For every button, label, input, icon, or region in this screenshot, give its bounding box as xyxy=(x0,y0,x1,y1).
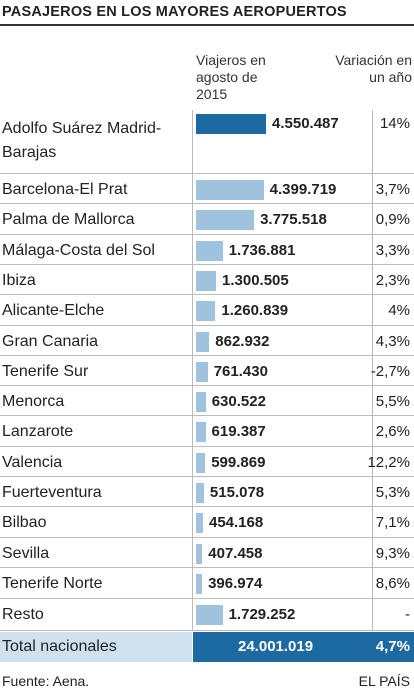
variation-label: 0,9% xyxy=(375,211,410,229)
value-label: 4.550.487 xyxy=(272,115,339,132)
row-rule xyxy=(0,203,414,205)
airport-name: Menorca xyxy=(2,393,65,411)
airport-name: Bilbao xyxy=(2,514,47,532)
value-label: 1.300.505 xyxy=(222,271,289,289)
airport-name: Málaga-Costa del Sol xyxy=(2,241,155,259)
row-rule xyxy=(0,385,414,387)
value-label: 3.775.518 xyxy=(260,211,327,229)
column-rule xyxy=(372,110,373,630)
bar xyxy=(196,301,216,322)
value-label: 454.168 xyxy=(208,514,264,532)
airport-name: Barcelona-El Prat xyxy=(2,181,128,198)
value-label: 599.869 xyxy=(211,453,266,471)
variation-label: 14% xyxy=(379,115,410,132)
credit: EL PAÍS xyxy=(358,673,410,689)
row-rule xyxy=(0,506,414,508)
row-rule xyxy=(0,476,414,477)
value-label: 407.458 xyxy=(208,544,263,562)
total-value: 24.001.019 xyxy=(238,638,314,655)
bar xyxy=(196,452,206,473)
variation-label: 8,6% xyxy=(375,574,410,592)
bar xyxy=(196,210,255,231)
airport-name: Alicante-Elche xyxy=(2,302,105,320)
row-rule xyxy=(0,324,414,326)
bar xyxy=(196,605,223,625)
airport-name: Tenerife Norte xyxy=(2,574,103,592)
row-rule xyxy=(0,354,414,356)
variation-label: 3,3% xyxy=(375,241,410,259)
variation-label: 5,3% xyxy=(375,484,410,501)
total-variation: 4,7% xyxy=(375,638,410,655)
row-rule xyxy=(0,566,414,568)
source: Fuente: Aena. xyxy=(2,673,90,689)
variation-label: 3,7% xyxy=(375,181,410,198)
variation-label: -2,7% xyxy=(370,362,410,380)
airport-name: Fuerteventura xyxy=(2,484,102,501)
row-rule xyxy=(0,630,414,631)
value-label: 630.522 xyxy=(211,393,266,411)
airport-name: Ibiza xyxy=(2,271,36,289)
value-label: 862.932 xyxy=(215,332,270,350)
variation-label: 2,6% xyxy=(375,423,410,441)
row-rule xyxy=(0,233,414,235)
bar xyxy=(196,361,208,382)
bar xyxy=(196,240,223,261)
title: PASAJEROS EN LOS MAYORES AEROPUERTOS xyxy=(2,4,347,20)
total-label: Total nacionales xyxy=(2,638,117,655)
airport-name: Resto xyxy=(2,606,44,623)
variation-label: 5,5% xyxy=(375,393,410,411)
airport-name: Valencia xyxy=(2,453,63,471)
row-rule xyxy=(0,445,414,447)
bar xyxy=(196,331,210,352)
value-header: Viajeros en agosto de 2015 xyxy=(196,52,266,102)
row-rule xyxy=(0,173,414,174)
airport-name: Adolfo Suárez Madrid-Barajas xyxy=(2,120,162,161)
bar xyxy=(196,483,204,503)
value-label: 1.260.839 xyxy=(221,302,289,320)
variation-label: 2,3% xyxy=(375,271,410,289)
total-name-cell xyxy=(0,632,192,662)
row-rule xyxy=(0,415,414,417)
row-rule xyxy=(0,598,414,599)
bar xyxy=(196,114,266,134)
variation-label: 9,3% xyxy=(375,544,410,562)
value-label: 1.729.252 xyxy=(228,606,296,623)
column-rule xyxy=(192,110,193,630)
bar xyxy=(196,270,216,291)
airport-name: Palma de Mallorca xyxy=(2,211,135,229)
total-value-cell xyxy=(193,632,414,662)
row-rule xyxy=(0,294,414,296)
row-rule xyxy=(0,536,414,538)
airport-name: Gran Canaria xyxy=(2,332,99,350)
variation-header: Variación en un año xyxy=(335,52,412,85)
variation-label: 4,3% xyxy=(375,332,410,350)
variation-label: 12,2% xyxy=(367,453,410,471)
value-label: 761.430 xyxy=(213,362,268,380)
value-label: 396.974 xyxy=(208,574,263,592)
variation-label: 4% xyxy=(388,302,410,320)
bar xyxy=(196,543,203,564)
value-label: 515.078 xyxy=(209,484,265,501)
airport-name: Sevilla xyxy=(2,544,50,562)
bar xyxy=(196,573,203,594)
value-label: 4.399.719 xyxy=(269,181,337,198)
row-rule xyxy=(0,263,414,265)
variation-label: 7,1% xyxy=(375,514,410,532)
variation-label: - xyxy=(405,606,410,623)
bar xyxy=(196,180,264,200)
airport-name: Tenerife Sur xyxy=(2,362,89,380)
title-rule xyxy=(0,24,414,26)
value-label: 619.387 xyxy=(211,423,266,441)
airport-name: Lanzarote xyxy=(2,423,74,441)
bar xyxy=(196,513,203,534)
value-label: 1.736.881 xyxy=(228,241,296,259)
bar xyxy=(196,422,206,443)
bar xyxy=(196,392,206,413)
